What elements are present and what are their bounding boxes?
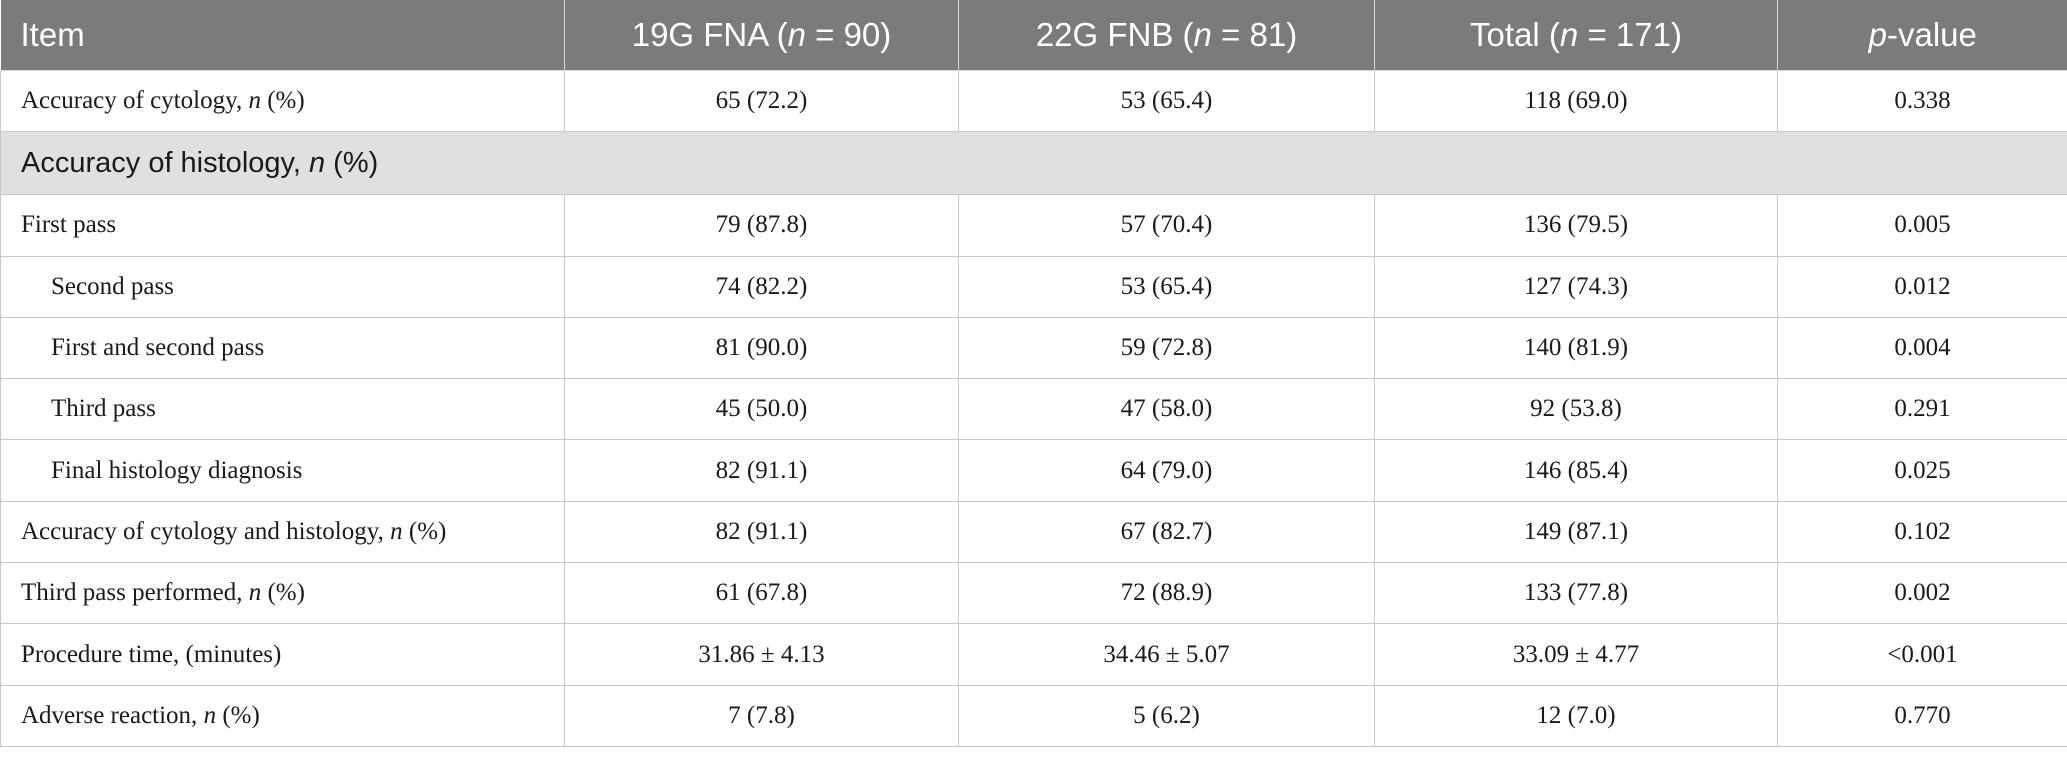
table-row: Adverse reaction, n (%) 7 (7.8) 5 (6.2) … bbox=[0, 684, 2067, 747]
row-label: Accuracy of cytology, n (%) bbox=[0, 69, 565, 133]
header-p-value: p-value bbox=[1777, 0, 2067, 71]
cell-p-value: 0.012 bbox=[1777, 255, 2067, 318]
cell-fnb: 53 (65.4) bbox=[958, 255, 1375, 318]
header-total: Total (n = 171) bbox=[1374, 0, 1778, 71]
cell-fnb: 64 (79.0) bbox=[958, 439, 1375, 502]
cell-fnb: 34.46 ± 5.07 bbox=[958, 623, 1375, 686]
row-label: Third pass performed, n (%) bbox=[0, 562, 565, 625]
row-label: First pass bbox=[0, 194, 565, 257]
cell-fna: 31.86 ± 4.13 bbox=[564, 623, 959, 686]
cell-p-value: 0.102 bbox=[1777, 500, 2067, 564]
header-row: Item 19G FNA (n = 90) 22G FNB (n = 81) T… bbox=[0, 0, 2067, 71]
row-label: Adverse reaction, n (%) bbox=[0, 684, 565, 747]
cell-fna: 82 (91.1) bbox=[564, 439, 959, 502]
cell-fna: 82 (91.1) bbox=[564, 500, 959, 564]
cell-p-value: 0.002 bbox=[1777, 562, 2067, 625]
table-row: Second pass 74 (82.2) 53 (65.4) 127 (74.… bbox=[0, 255, 2067, 318]
cell-total: 127 (74.3) bbox=[1374, 255, 1778, 318]
header-19g-fna: 19G FNA (n = 90) bbox=[564, 0, 959, 71]
table-row: Procedure time, (minutes) 31.86 ± 4.13 3… bbox=[0, 623, 2067, 686]
cell-total: 133 (77.8) bbox=[1374, 562, 1778, 625]
cell-fna: 74 (82.2) bbox=[564, 255, 959, 318]
row-label: Second pass bbox=[0, 255, 565, 318]
table-row: Accuracy of cytology, n (%) 65 (72.2) 53… bbox=[0, 69, 2067, 133]
cell-total: 140 (81.9) bbox=[1374, 316, 1778, 380]
cell-fna: 81 (90.0) bbox=[564, 316, 959, 380]
cell-total: 12 (7.0) bbox=[1374, 684, 1778, 747]
cell-fnb: 5 (6.2) bbox=[958, 684, 1375, 747]
cell-fna: 65 (72.2) bbox=[564, 69, 959, 133]
section-label: Accuracy of histology, n (%) bbox=[0, 131, 2067, 196]
cell-p-value: 0.005 bbox=[1777, 194, 2067, 257]
row-label: Accuracy of cytology and histology, n (%… bbox=[0, 500, 565, 564]
table-row: Third pass 45 (50.0) 47 (58.0) 92 (53.8)… bbox=[0, 378, 2067, 441]
cell-fna: 7 (7.8) bbox=[564, 684, 959, 747]
header-item: Item bbox=[0, 0, 565, 71]
cell-total: 33.09 ± 4.77 bbox=[1374, 623, 1778, 686]
row-label: First and second pass bbox=[0, 316, 565, 380]
cell-total: 92 (53.8) bbox=[1374, 378, 1778, 441]
cell-fnb: 57 (70.4) bbox=[958, 194, 1375, 257]
results-table: Item 19G FNA (n = 90) 22G FNB (n = 81) T… bbox=[0, 0, 2067, 747]
section-row: Accuracy of histology, n (%) bbox=[0, 131, 2067, 196]
cell-p-value: <0.001 bbox=[1777, 623, 2067, 686]
cell-fnb: 47 (58.0) bbox=[958, 378, 1375, 441]
cell-p-value: 0.025 bbox=[1777, 439, 2067, 502]
header-22g-fnb: 22G FNB (n = 81) bbox=[958, 0, 1375, 71]
cell-fna: 79 (87.8) bbox=[564, 194, 959, 257]
cell-fnb: 53 (65.4) bbox=[958, 69, 1375, 133]
table-row: First and second pass 81 (90.0) 59 (72.8… bbox=[0, 316, 2067, 380]
cell-fnb: 72 (88.9) bbox=[958, 562, 1375, 625]
cell-total: 136 (79.5) bbox=[1374, 194, 1778, 257]
cell-fna: 61 (67.8) bbox=[564, 562, 959, 625]
cell-p-value: 0.338 bbox=[1777, 69, 2067, 133]
cell-total: 146 (85.4) bbox=[1374, 439, 1778, 502]
row-label: Third pass bbox=[0, 378, 565, 441]
cell-fna: 45 (50.0) bbox=[564, 378, 959, 441]
cell-total: 149 (87.1) bbox=[1374, 500, 1778, 564]
cell-total: 118 (69.0) bbox=[1374, 69, 1778, 133]
table-row: Third pass performed, n (%) 61 (67.8) 72… bbox=[0, 562, 2067, 625]
table-row: Final histology diagnosis 82 (91.1) 64 (… bbox=[0, 439, 2067, 502]
table-row: First pass 79 (87.8) 57 (70.4) 136 (79.5… bbox=[0, 194, 2067, 257]
cell-p-value: 0.770 bbox=[1777, 684, 2067, 747]
cell-p-value: 0.291 bbox=[1777, 378, 2067, 441]
cell-fnb: 59 (72.8) bbox=[958, 316, 1375, 380]
cell-fnb: 67 (82.7) bbox=[958, 500, 1375, 564]
cell-p-value: 0.004 bbox=[1777, 316, 2067, 380]
table-row: Accuracy of cytology and histology, n (%… bbox=[0, 500, 2067, 564]
row-label: Procedure time, (minutes) bbox=[0, 623, 565, 686]
row-label: Final histology diagnosis bbox=[0, 439, 565, 502]
